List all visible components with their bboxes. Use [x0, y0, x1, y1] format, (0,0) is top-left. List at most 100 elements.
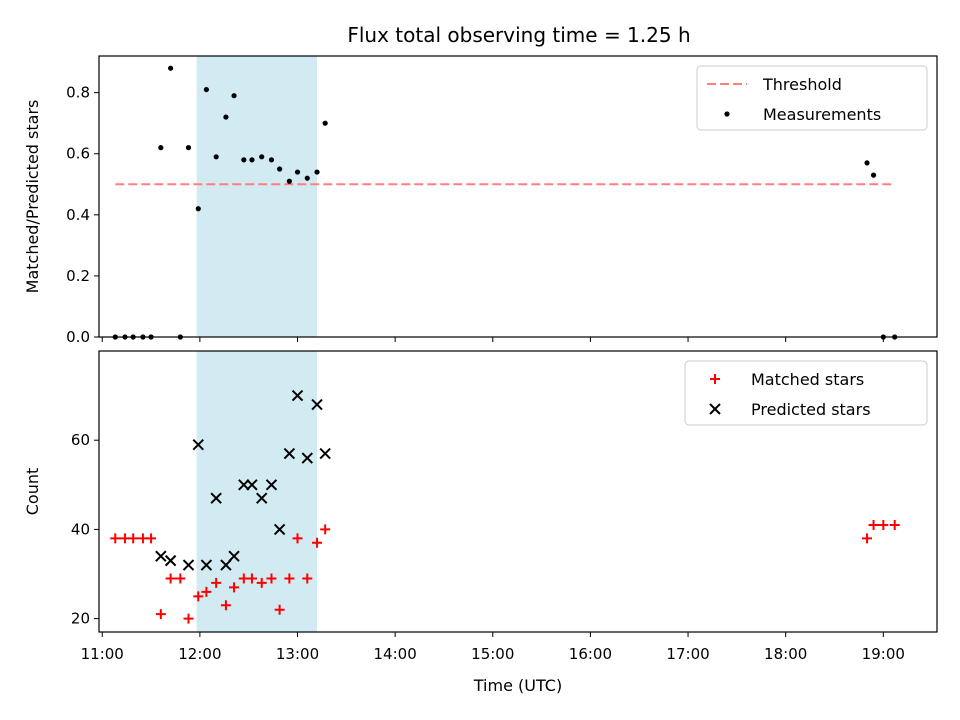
- data-point: [200, 559, 213, 571]
- legend-swatch: [710, 374, 720, 384]
- x-tick-label: 14:00: [374, 645, 417, 663]
- y-tick-label: 40: [71, 520, 90, 538]
- data-point: [246, 573, 257, 584]
- data-point: [292, 533, 303, 544]
- data-point: [256, 577, 267, 588]
- data-point: [868, 519, 879, 530]
- y-axis-label: Count: [23, 468, 42, 516]
- data-point: [312, 537, 323, 548]
- y-tick-label: 0.4: [66, 206, 90, 224]
- y-tick-label: 0.8: [66, 84, 90, 102]
- legend-label: Predicted stars: [751, 400, 871, 419]
- data-point: [322, 120, 328, 126]
- data-point: [291, 389, 304, 402]
- plot-frame: [98, 350, 938, 633]
- y-axis-label: Matched/Predicted stars: [23, 100, 42, 294]
- x-tick-label: 11:00: [81, 645, 124, 663]
- x-tick-label: 16:00: [569, 645, 612, 663]
- data-point: [277, 166, 283, 172]
- data-point: [210, 492, 222, 504]
- data-point: [273, 523, 286, 536]
- legend-box: [696, 65, 928, 131]
- series-predicted-stars: [155, 389, 331, 571]
- y-tick-label: 0.2: [66, 267, 90, 285]
- data-point: [155, 550, 167, 562]
- data-point: [165, 573, 176, 584]
- legend-label: Measurements: [763, 105, 881, 124]
- data-point: [265, 479, 278, 491]
- data-point: [220, 600, 231, 611]
- data-point: [228, 550, 240, 562]
- data-point: [274, 604, 285, 615]
- data-point: [246, 479, 258, 491]
- data-point: [878, 519, 889, 530]
- data-point: [864, 160, 870, 166]
- data-point: [284, 573, 295, 584]
- data-point: [256, 492, 268, 504]
- data-point: [304, 175, 310, 181]
- data-point: [128, 533, 139, 544]
- legend-label: Matched stars: [751, 370, 864, 389]
- legend-box: [684, 360, 928, 426]
- data-point: [294, 169, 301, 175]
- data-point: [231, 93, 237, 99]
- panel-ratio: 0.0 0.2 0.4 0.6 0.8 Matched/Predicted stars Th…: [23, 55, 938, 346]
- data-point: [158, 145, 164, 151]
- data-point: [238, 479, 250, 491]
- x-tick-label: 18:00: [764, 645, 807, 663]
- data-point: [301, 452, 313, 464]
- data-point: [220, 559, 232, 571]
- data-point: [195, 206, 201, 212]
- data-point: [320, 524, 331, 535]
- data-point: [314, 169, 320, 175]
- data-point: [192, 438, 204, 451]
- panel-count: 20 40 60 11:00 12:00 13:00 14:00 15:00 16:00 17:0…: [23, 350, 938, 695]
- x-axis-label: Time (UTC): [473, 676, 562, 695]
- data-point: [155, 609, 166, 620]
- data-point: [259, 154, 265, 160]
- data-point: [229, 582, 240, 593]
- legend-swatch: [724, 111, 730, 117]
- observing-window-band: [196, 56, 318, 337]
- y-tick-label: 60: [71, 431, 90, 449]
- data-point: [283, 447, 296, 460]
- y-tick-label: 20: [71, 610, 90, 628]
- x-tick-label: 17:00: [666, 645, 709, 663]
- y-tick-label: 0.6: [66, 145, 90, 163]
- data-point: [241, 157, 247, 163]
- data-point: [110, 533, 121, 544]
- plot-frame: [98, 55, 938, 338]
- data-point: [870, 172, 877, 178]
- data-point: [311, 398, 323, 411]
- data-point: [266, 573, 277, 584]
- legend-label: Threshold: [762, 75, 842, 94]
- data-point: [213, 154, 219, 160]
- legend-swatch: [709, 403, 721, 415]
- data-point: [182, 559, 195, 571]
- x-tick-label: 15:00: [471, 645, 514, 663]
- data-point: [146, 533, 157, 544]
- x-tick-label: 19:00: [862, 645, 905, 663]
- x-tick-label: 12:00: [178, 645, 221, 663]
- data-point: [211, 577, 222, 588]
- chart-title: Flux total observing time = 1.25 h: [347, 23, 690, 47]
- data-point: [185, 145, 192, 151]
- series-matched-stars: [110, 519, 900, 624]
- data-point: [249, 157, 255, 163]
- legend: Matched stars Predicted stars: [684, 360, 928, 426]
- data-point: [286, 178, 292, 184]
- data-point: [175, 573, 186, 584]
- data-point: [201, 586, 212, 597]
- data-point: [164, 554, 177, 567]
- data-point: [302, 573, 313, 584]
- y-tick-label: 0.0: [66, 328, 90, 346]
- data-point: [203, 86, 209, 93]
- data-point: [183, 613, 194, 624]
- data-point: [268, 157, 275, 163]
- data-point: [862, 533, 873, 544]
- x-tick-label: 13:00: [276, 645, 319, 663]
- data-point: [167, 65, 174, 71]
- data-point: [193, 591, 204, 602]
- data-point: [223, 114, 229, 120]
